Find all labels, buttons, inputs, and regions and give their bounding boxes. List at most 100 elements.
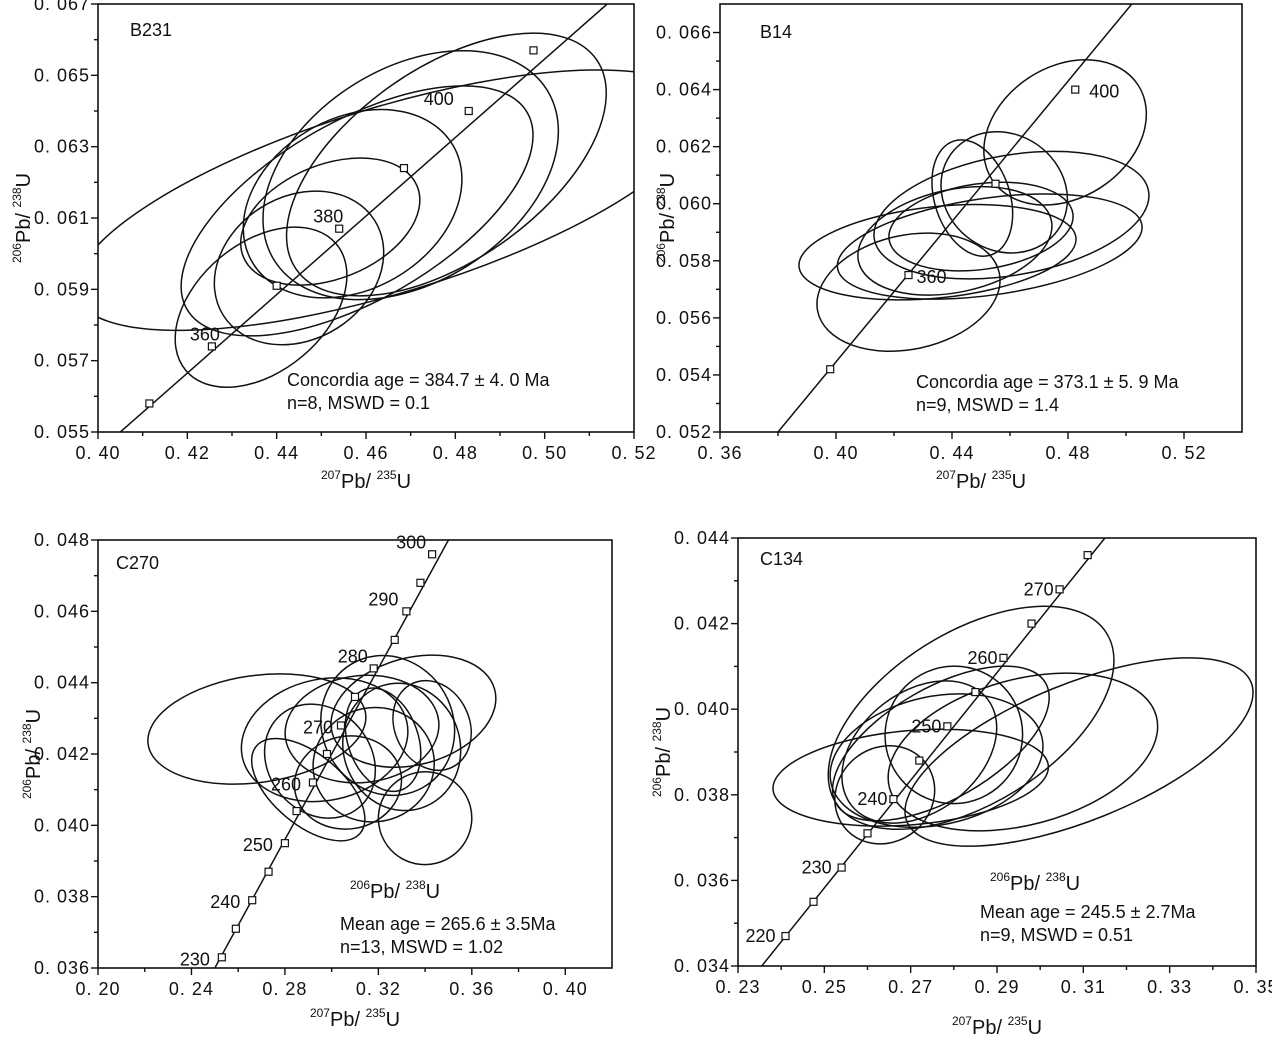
error-ellipse [262, 49, 560, 301]
concordia-age-marker [428, 550, 437, 559]
y-axis-label: 206Pb/ 238U [650, 707, 675, 797]
age-statistic: Mean age = 265.6 ± 3.5Ma [340, 914, 557, 934]
y-axis-label: 206Pb/ 238U [20, 709, 45, 799]
inner-ratio-label-end: U [426, 881, 440, 903]
x-tick-label: 0. 44 [929, 443, 974, 463]
concordia-age-marker [1083, 551, 1092, 560]
error-ellipse [239, 157, 421, 286]
age-label: 380 [313, 207, 343, 227]
y-tick-label: 0. 055 [34, 422, 90, 442]
age-label: 230 [180, 949, 210, 969]
y-axis-label-sup2: 238 [20, 723, 34, 743]
error-ellipse [392, 679, 472, 772]
error-ellipse [98, 69, 634, 332]
x-axis-label-sup1: 207 [310, 1006, 330, 1020]
y-axis-label-sup1: 206 [654, 243, 668, 263]
concordia-age-marker [322, 749, 332, 759]
inner-ratio-label-end: U [1066, 873, 1080, 895]
age-statistic: Concordia age = 373.1 ± 5. 9 Ma [916, 372, 1180, 392]
y-axis-label-main: Pb/ [653, 741, 675, 777]
age-label: 250 [911, 716, 941, 736]
plot-frame [719, 3, 1243, 433]
x-axis-label-sup2: 235 [1008, 1014, 1028, 1028]
concordia-curve [761, 538, 1106, 966]
age-label: 260 [271, 775, 301, 795]
x-tick-label: 0. 29 [974, 977, 1019, 997]
x-tick-label: 0. 24 [169, 979, 214, 999]
inner-ratio-label: 206Pb/ 238U [350, 878, 440, 903]
concordia-age-marker [781, 931, 790, 941]
age-label: 270 [303, 717, 333, 737]
y-axis-label-sup1: 206 [10, 243, 24, 263]
x-tick-label: 0. 36 [697, 443, 742, 463]
x-tick-label: 0. 42 [165, 443, 210, 463]
inner-ratio-label: 206Pb/ 238U [990, 870, 1080, 895]
age-label: 400 [1089, 82, 1119, 102]
error-ellipse [240, 677, 409, 803]
error-ellipse [831, 665, 1050, 822]
x-axis-label-end: U [397, 471, 411, 493]
concordia-age-marker [308, 778, 318, 787]
x-axis-label-main: Pb/ [341, 471, 377, 493]
x-tick-label: 0. 32 [356, 979, 401, 999]
x-tick-label: 0. 48 [1045, 443, 1090, 463]
error-ellipse [285, 32, 608, 297]
x-tick-label: 0. 36 [449, 979, 494, 999]
x-tick-label: 0. 40 [75, 443, 120, 463]
concordia-age-marker [464, 106, 473, 116]
error-ellipse [263, 703, 377, 819]
y-tick-label: 0. 064 [656, 80, 712, 100]
y-tick-label: 0. 036 [674, 870, 730, 890]
concordia-curve [119, 4, 608, 432]
plot-frame [97, 3, 635, 433]
panel-name: C134 [760, 549, 803, 569]
y-tick-label: 0. 044 [34, 673, 90, 693]
concordia-age-marker [402, 607, 411, 616]
error-ellipse [873, 150, 1150, 280]
concordia-age-marker [272, 281, 281, 290]
error-ellipse [242, 108, 463, 299]
age-label: 360 [190, 324, 220, 344]
age-statistic: n=13, MSWD = 1.02 [340, 937, 503, 957]
inner-ratio-label-main: Pb/ [1010, 873, 1046, 895]
y-axis-label-sup1: 206 [650, 777, 664, 797]
y-tick-label: 0. 059 [34, 279, 90, 299]
x-axis-label-end: U [1012, 471, 1026, 493]
x-tick-label: 0. 35 [1233, 977, 1272, 997]
x-tick-label: 0. 50 [522, 443, 567, 463]
y-tick-label: 0. 038 [674, 785, 730, 805]
y-tick-label: 0. 040 [34, 815, 90, 835]
x-axis-label-sup2: 235 [992, 468, 1012, 482]
age-statistic: n=9, MSWD = 1.4 [916, 395, 1059, 415]
error-ellipse [341, 682, 462, 812]
error-ellipse [180, 85, 534, 337]
x-axis-label-sup1: 207 [952, 1014, 972, 1028]
y-axis-label-main: Pb/ [23, 743, 45, 779]
concordia-age-marker [971, 687, 980, 697]
y-tick-label: 0. 066 [656, 23, 712, 43]
age-label: 360 [917, 267, 947, 287]
concordia-age-marker [390, 635, 399, 644]
y-tick-label: 0. 056 [656, 308, 712, 328]
y-axis-label-sup1: 206 [20, 779, 34, 799]
age-label: 230 [802, 858, 832, 878]
error-ellipse [829, 693, 1044, 828]
error-ellipse [904, 657, 1254, 847]
age-label: 260 [967, 648, 997, 668]
error-ellipse [834, 744, 936, 845]
x-tick-label: 0. 52 [1161, 443, 1206, 463]
x-tick-label: 0. 44 [254, 443, 299, 463]
x-tick-label: 0. 27 [888, 977, 933, 997]
y-tick-label: 0. 048 [34, 530, 90, 550]
concordia-age-marker [1071, 85, 1080, 94]
x-axis-label-end: U [386, 1009, 400, 1031]
x-tick-label: 0. 40 [813, 443, 858, 463]
error-ellipse [884, 665, 1024, 805]
plot-data [98, 4, 634, 432]
x-axis-label-main: Pb/ [330, 1009, 366, 1031]
plot-data [777, 4, 1150, 432]
x-tick-label: 0. 40 [543, 979, 588, 999]
y-tick-label: 0. 044 [674, 528, 730, 548]
y-tick-label: 0. 062 [656, 137, 712, 157]
